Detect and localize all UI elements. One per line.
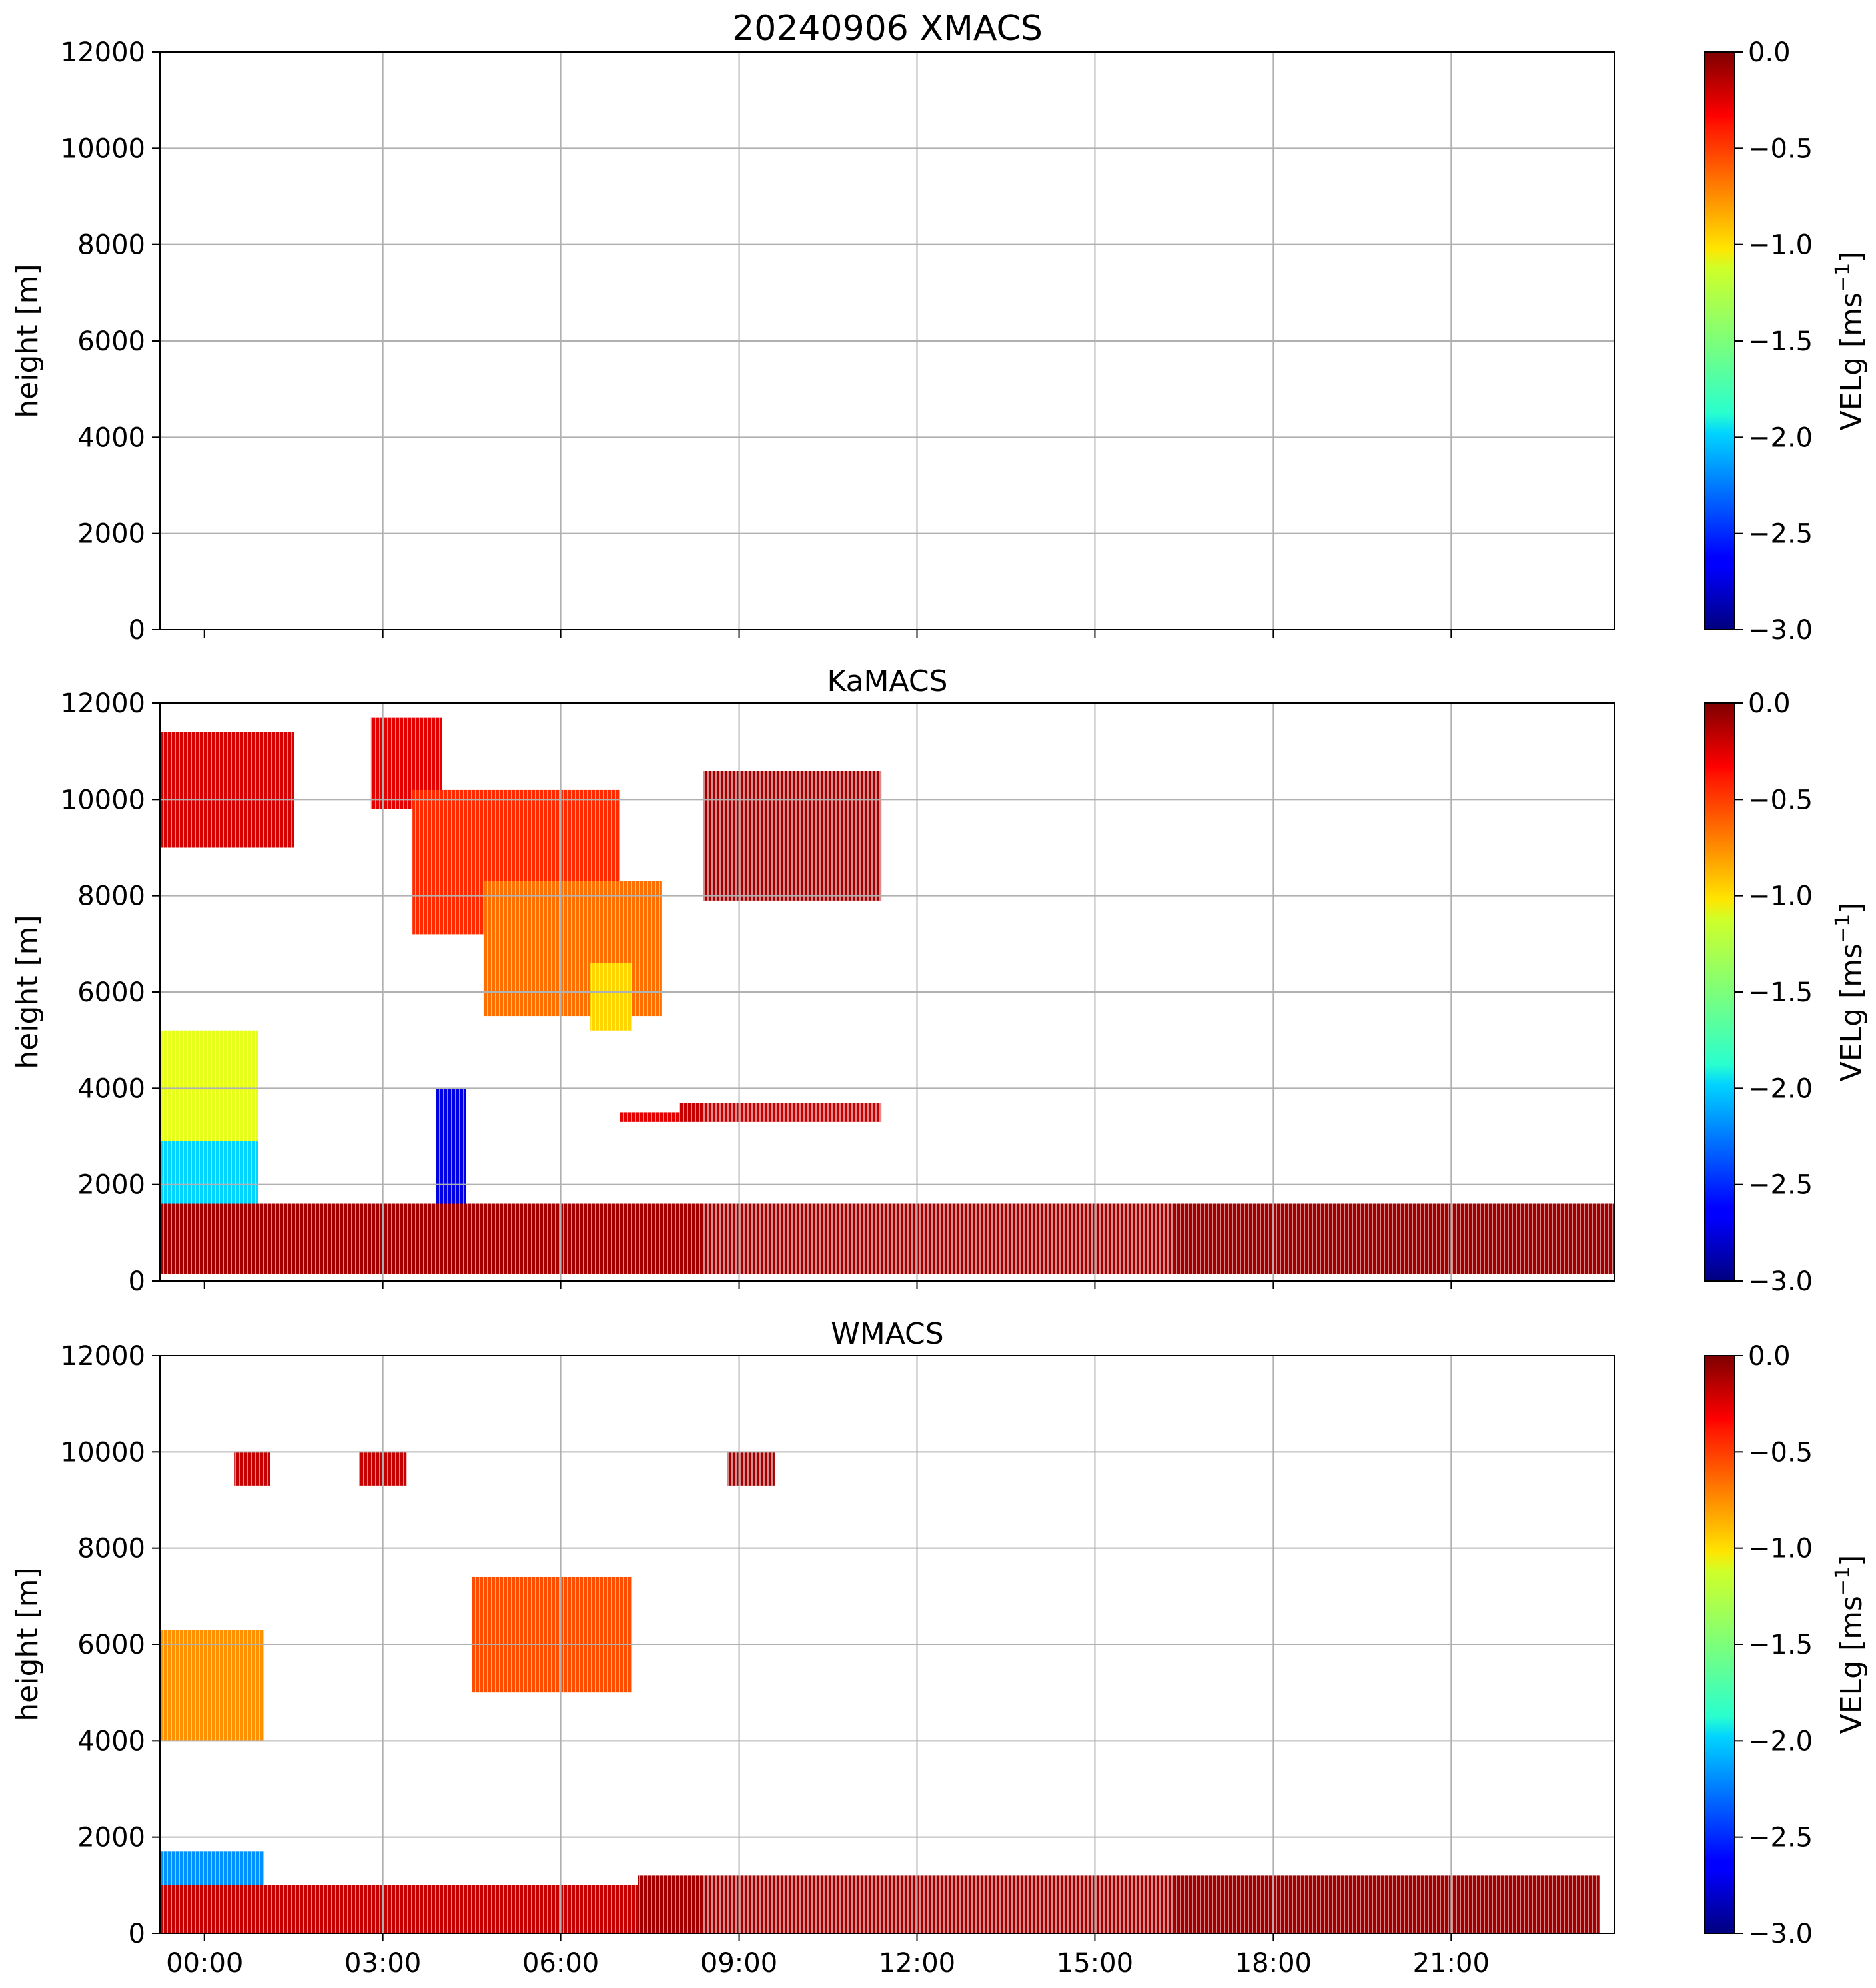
data-region-stripes [160, 1030, 258, 1141]
y-tick-label: 2000 [77, 1823, 145, 1853]
colorbar-tick-label: −1.0 [1748, 230, 1813, 261]
panel-title: 20240906 XMACS [732, 9, 1043, 49]
colorbar-tick-label: −2.0 [1748, 1073, 1813, 1104]
y-tick-label: 0 [129, 1919, 145, 1949]
colorbar-label: VELg [ms−1] [1831, 252, 1869, 431]
colorbar-tick-label: −3.0 [1748, 1919, 1813, 1949]
grid [160, 703, 1614, 1281]
x-tick-label: 15:00 [1057, 1948, 1133, 1979]
colorbar: 0.0 −0.5 −1.0 −1.5 −2.0 −2.5 −3.0 VELg [ms−1] [1704, 1341, 1869, 1949]
colorbar-label-sup: −1 [1831, 914, 1855, 943]
colorbar-tick-label: −2.5 [1748, 1823, 1813, 1853]
colorbar-gradient [1704, 702, 1735, 1282]
colorbar-label-main: VELg [ms [1835, 1596, 1869, 1734]
x-tick-label: 06:00 [522, 1948, 599, 1979]
data-layer [160, 1452, 1600, 1933]
data-region-stripes [590, 963, 632, 1031]
y-tick-label: 10000 [61, 785, 145, 815]
x-tick-label: 03:00 [344, 1948, 421, 1979]
data-region-stripes [638, 1875, 1600, 1933]
colorbar-label-sup: −1 [1831, 1566, 1855, 1596]
y-tick-label: 10000 [61, 133, 145, 164]
colorbar-label-main: VELg [ms [1835, 292, 1869, 430]
y-tick-label: 10000 [61, 1437, 145, 1468]
data-region-stripes [234, 1452, 270, 1486]
data-region-stripes [679, 1102, 882, 1122]
colorbar-tick-label: 0.0 [1748, 1341, 1791, 1372]
colorbar-label-main: VELg [ms [1835, 943, 1869, 1081]
y-tick-label: 2000 [77, 1170, 145, 1201]
colorbar: 0.0 −0.5 −1.0 −1.5 −2.0 −2.5 −3.0 VELg [ms−1] [1704, 688, 1869, 1297]
y-axis-label: height [m] [11, 1567, 45, 1721]
y-tick-label: 0 [129, 615, 145, 646]
colorbar-tick-label: 0.0 [1748, 37, 1791, 68]
data-region-stripes [160, 732, 294, 848]
y-tick-label: 4000 [77, 1073, 145, 1104]
y-tick-label: 4000 [77, 422, 145, 453]
colorbar-tick-label: −0.5 [1748, 1437, 1813, 1468]
data-region-stripes [727, 1452, 775, 1486]
panel-wmacs: 0 2000 4000 6000 8000 10000 12000 00:00 03:00 06:… [11, 1317, 1869, 1979]
x-tick-label: 09:00 [700, 1948, 777, 1979]
y-tick-label: 6000 [77, 977, 145, 1008]
y-tick-label: 12000 [61, 37, 145, 68]
colorbar-tick-label: −0.5 [1748, 133, 1813, 164]
grid [160, 52, 1614, 630]
colorbar-tick-label: −2.5 [1748, 1170, 1813, 1201]
colorbar-label-end: ] [1835, 252, 1869, 263]
colorbar-label-sup: −1 [1831, 263, 1855, 292]
colorbar-label-end: ] [1835, 903, 1869, 914]
y-tick-label: 12000 [61, 688, 145, 719]
panel-title: KaMACS [827, 664, 948, 698]
x-tick-label: 21:00 [1413, 1948, 1490, 1979]
colorbar: 0.0 −0.5 −1.0 −1.5 −2.0 −2.5 −3.0 VELg [ms−1] [1704, 37, 1869, 646]
colorbar-label-end: ] [1835, 1555, 1869, 1566]
data-region-stripes [620, 1112, 680, 1122]
data-region-stripes [703, 771, 882, 901]
y-tick-label: 6000 [77, 1630, 145, 1660]
data-region-stripes [160, 1885, 638, 1933]
y-tick-label: 6000 [77, 326, 145, 357]
y-tick-label: 0 [129, 1266, 145, 1297]
colorbar-tick-label: −1.5 [1748, 326, 1813, 357]
y-tick-label: 8000 [77, 1534, 145, 1564]
y-tick-label: 8000 [77, 881, 145, 912]
colorbar-gradient [1704, 51, 1735, 630]
y-axis-label: height [m] [11, 264, 45, 418]
colorbar-tick-label: −0.5 [1748, 785, 1813, 815]
colorbar-tick-label: 0.0 [1748, 688, 1791, 719]
colorbar-tick-label: −2.0 [1748, 1726, 1813, 1757]
grid [160, 1356, 1614, 1933]
panel-kamacs: 0 2000 4000 6000 8000 10000 12000 KaMACS height … [11, 664, 1869, 1297]
data-region-stripes [472, 1576, 632, 1693]
colorbar-tick-label: −1.5 [1748, 977, 1813, 1008]
panel-title: WMACS [831, 1317, 943, 1351]
colorbar-label: VELg [ms−1] [1831, 903, 1869, 1082]
colorbar-tick-label: −2.5 [1748, 519, 1813, 550]
colorbar-label: VELg [ms−1] [1831, 1555, 1869, 1734]
x-tick-label: 18:00 [1235, 1948, 1312, 1979]
y-axis-label: height [m] [11, 915, 45, 1069]
data-layer [160, 717, 1614, 1274]
data-region-stripes [160, 1630, 264, 1741]
colorbar-gradient [1704, 1355, 1735, 1934]
x-tick-label: 12:00 [879, 1948, 955, 1979]
x-tick-label: 00:00 [166, 1948, 243, 1979]
colorbar-tick-label: −1.0 [1748, 1534, 1813, 1564]
colorbar-tick-label: −1.0 [1748, 881, 1813, 912]
y-tick-label: 4000 [77, 1726, 145, 1757]
colorbar-tick-label: −1.5 [1748, 1630, 1813, 1660]
y-tick-label: 8000 [77, 230, 145, 261]
colorbar-tick-label: −3.0 [1748, 615, 1813, 646]
data-region-stripes [483, 881, 662, 1017]
data-region-stripes [160, 1203, 1614, 1274]
colorbar-tick-label: −2.0 [1748, 422, 1813, 453]
y-tick-label: 12000 [61, 1341, 145, 1372]
panel-xmacs: 0 2000 4000 6000 8000 10000 12000 20240906 XMAC… [11, 9, 1869, 646]
colorbar-tick-label: −3.0 [1748, 1266, 1813, 1297]
y-tick-label: 2000 [77, 519, 145, 550]
